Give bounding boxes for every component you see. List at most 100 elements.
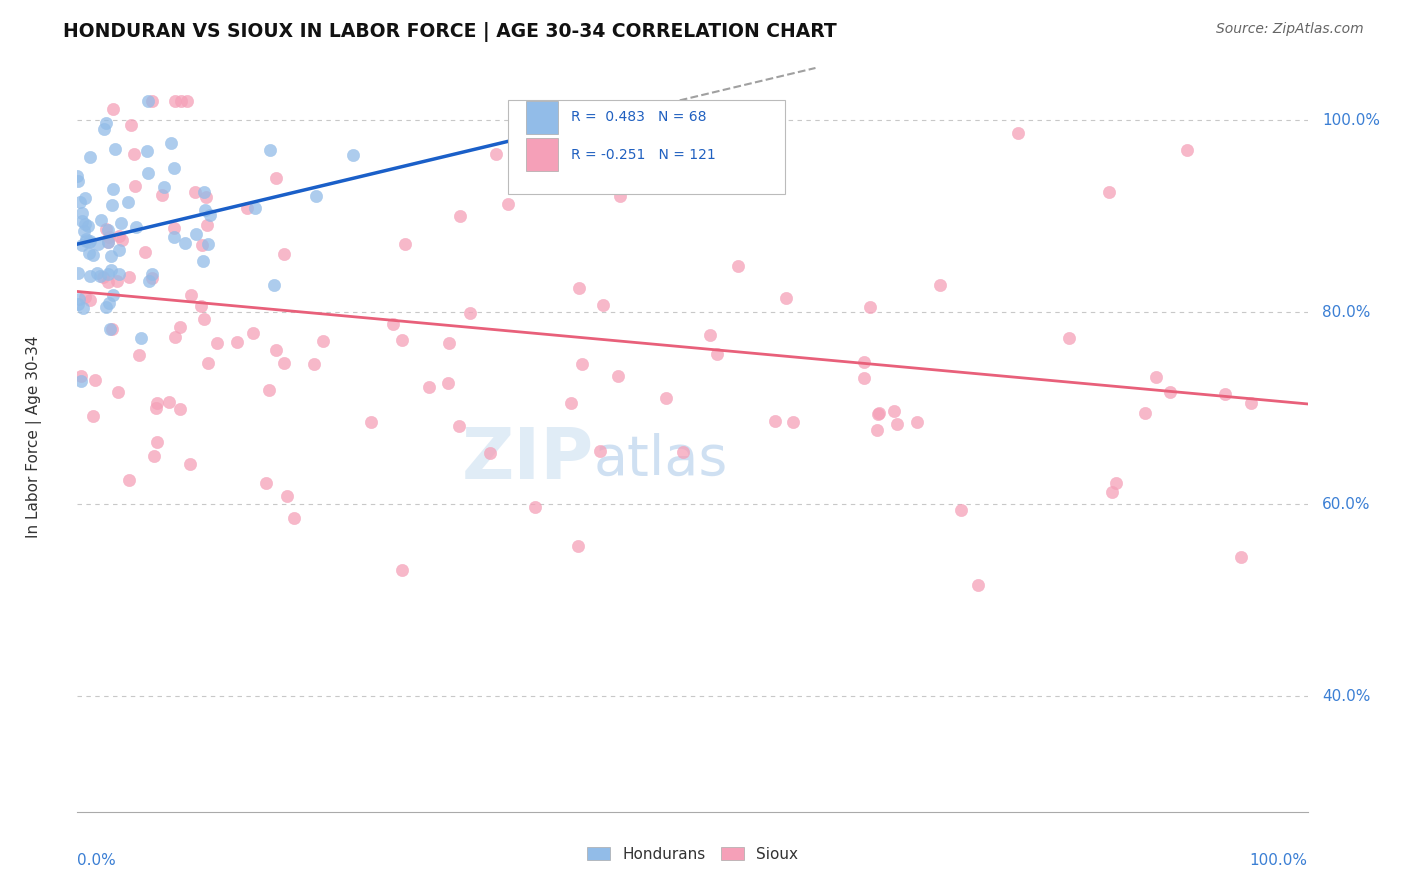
- Point: [97, 223, 120, 237]
- Point: [655, 392, 678, 406]
- Point: [118, 270, 141, 285]
- Point: [75, 234, 97, 248]
- Text: 40.0%: 40.0%: [1323, 689, 1371, 704]
- Point: [87, 237, 110, 252]
- Point: [1007, 126, 1029, 140]
- Point: [160, 136, 183, 150]
- Point: [190, 238, 212, 252]
- Point: [111, 233, 134, 247]
- Point: [77, 245, 100, 260]
- Point: [89, 268, 111, 283]
- Point: [170, 94, 193, 108]
- Point: [67, 292, 90, 306]
- Point: [73, 290, 96, 304]
- Point: [243, 202, 266, 216]
- Point: [101, 102, 124, 116]
- Text: HONDURAN VS SIOUX IN LABOR FORCE | AGE 30-34 CORRELATION CHART: HONDURAN VS SIOUX IN LABOR FORCE | AGE 3…: [63, 22, 837, 42]
- Point: [179, 457, 201, 471]
- Point: [98, 322, 121, 336]
- Point: [77, 219, 100, 234]
- Point: [70, 237, 93, 252]
- Point: [197, 356, 219, 370]
- Point: [207, 336, 229, 351]
- Point: [868, 407, 890, 421]
- Point: [592, 298, 614, 312]
- Point: [124, 219, 146, 234]
- Point: [505, 174, 527, 188]
- Point: [75, 217, 97, 231]
- Point: [94, 221, 117, 235]
- Point: [496, 197, 519, 211]
- Text: 100.0%: 100.0%: [1323, 112, 1381, 128]
- Point: [782, 415, 804, 429]
- Point: [141, 94, 163, 108]
- Point: [763, 414, 786, 428]
- Point: [79, 268, 101, 283]
- Point: [145, 396, 167, 410]
- Point: [97, 235, 120, 249]
- Point: [1098, 185, 1121, 199]
- Point: [437, 376, 460, 390]
- Point: [609, 157, 631, 171]
- Text: 60.0%: 60.0%: [1323, 497, 1371, 512]
- Text: R = -0.251   N = 121: R = -0.251 N = 121: [571, 147, 716, 161]
- Point: [1230, 550, 1253, 565]
- Point: [100, 263, 122, 277]
- Point: [305, 189, 328, 203]
- Point: [136, 94, 159, 108]
- Point: [928, 278, 950, 293]
- Text: 0.0%: 0.0%: [77, 853, 117, 868]
- Point: [79, 235, 101, 250]
- Point: [97, 230, 120, 244]
- Point: [67, 266, 90, 280]
- Point: [82, 248, 104, 262]
- Point: [184, 185, 207, 199]
- Point: [571, 357, 593, 371]
- Point: [609, 189, 631, 203]
- Point: [1101, 485, 1123, 500]
- Point: [727, 259, 749, 273]
- Point: [449, 209, 471, 223]
- Point: [122, 147, 145, 161]
- Point: [93, 121, 115, 136]
- Point: [485, 146, 508, 161]
- Point: [157, 394, 180, 409]
- Point: [259, 143, 281, 157]
- Point: [69, 194, 91, 209]
- Point: [79, 235, 101, 249]
- Point: [263, 277, 285, 292]
- Point: [97, 275, 120, 289]
- Point: [75, 191, 97, 205]
- Point: [905, 415, 928, 429]
- Point: [302, 357, 325, 371]
- Point: [163, 161, 186, 175]
- Point: [150, 188, 173, 202]
- Point: [1057, 331, 1080, 345]
- Point: [360, 415, 382, 429]
- Point: [391, 333, 413, 347]
- Point: [173, 236, 195, 251]
- Point: [1213, 387, 1236, 401]
- Point: [706, 347, 728, 361]
- Point: [105, 274, 128, 288]
- Point: [949, 503, 972, 517]
- Point: [107, 384, 129, 399]
- Point: [136, 145, 159, 159]
- Point: [256, 476, 278, 491]
- Point: [200, 208, 222, 222]
- Point: [104, 142, 127, 156]
- Point: [134, 244, 156, 259]
- Point: [152, 180, 174, 194]
- Point: [138, 274, 160, 288]
- Point: [79, 293, 101, 308]
- Point: [195, 218, 218, 232]
- Point: [180, 288, 202, 302]
- Point: [96, 235, 118, 249]
- Point: [1133, 406, 1156, 420]
- Point: [163, 230, 186, 244]
- Point: [86, 266, 108, 280]
- Point: [283, 511, 305, 525]
- Point: [67, 297, 90, 311]
- Point: [117, 194, 139, 209]
- Text: atlas: atlas: [595, 433, 728, 486]
